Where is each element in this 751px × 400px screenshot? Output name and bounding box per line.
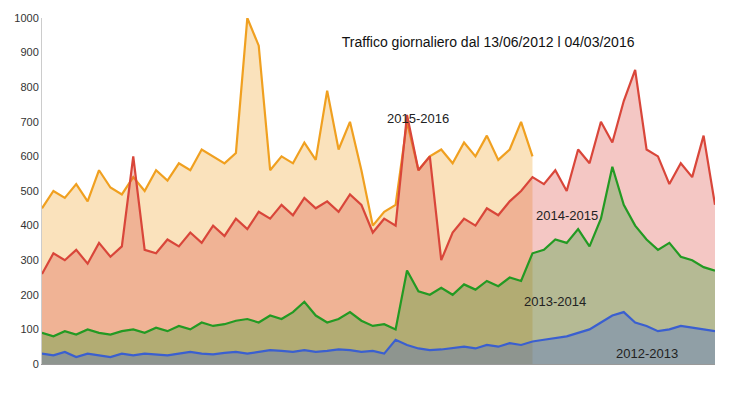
svg-text:600: 600 bbox=[20, 150, 38, 162]
svg-text:200: 200 bbox=[20, 289, 38, 301]
svg-text:2014-2015: 2014-2015 bbox=[536, 208, 598, 223]
svg-text:1000: 1000 bbox=[14, 12, 38, 24]
svg-text:400: 400 bbox=[20, 219, 38, 231]
svg-text:2012-2013: 2012-2013 bbox=[616, 346, 678, 361]
svg-text:2013-2014: 2013-2014 bbox=[524, 294, 586, 309]
svg-text:100: 100 bbox=[20, 323, 38, 335]
svg-text:0: 0 bbox=[33, 358, 39, 370]
svg-text:2015-2016: 2015-2016 bbox=[387, 111, 449, 126]
svg-text:900: 900 bbox=[20, 46, 38, 58]
svg-text:800: 800 bbox=[20, 81, 38, 93]
svg-text:700: 700 bbox=[20, 116, 38, 128]
svg-text:300: 300 bbox=[20, 254, 38, 266]
svg-text:500: 500 bbox=[20, 185, 38, 197]
svg-text:Traffico giornaliero dal 13/06: Traffico giornaliero dal 13/06/2012 l 04… bbox=[342, 34, 635, 50]
